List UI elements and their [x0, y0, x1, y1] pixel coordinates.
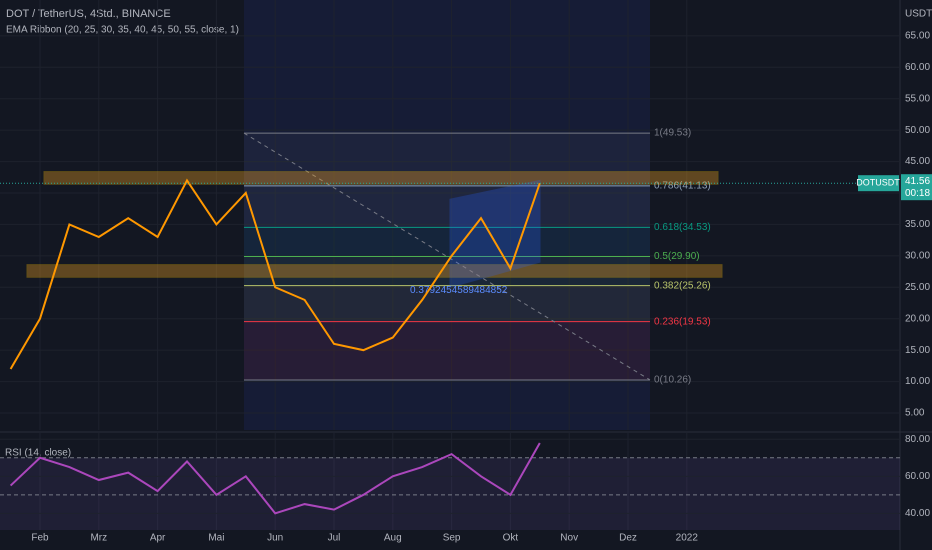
annotation: 0.3792454589484852	[410, 285, 508, 296]
x-tick-label: Jul	[328, 533, 341, 544]
y-tick-label: 10.00	[905, 376, 930, 387]
y-tick-label: 15.00	[905, 345, 930, 356]
fib-label: 0.786(41.13)	[654, 181, 711, 192]
y-tick-label: 30.00	[905, 251, 930, 262]
x-tick-label: Mai	[208, 533, 224, 544]
resistance-zone	[43, 171, 719, 185]
y-tick-label: 5.00	[905, 408, 925, 419]
y-tick-label: 65.00	[905, 30, 930, 41]
fib-label: 0.618(34.53)	[654, 222, 711, 233]
chart-title: DOT / TetherUS, 4Std., BINANCE	[6, 8, 171, 20]
fib-label: 1(49.53)	[654, 128, 691, 139]
y-tick-label: 40.00	[905, 508, 930, 519]
x-tick-label: Okt	[503, 533, 519, 544]
x-tick-label: 2022	[676, 533, 699, 544]
x-tick-label: Dez	[619, 533, 637, 544]
rsi-line	[9, 442, 541, 515]
fib-zone	[244, 133, 650, 186]
y-tick-label: 35.00	[905, 219, 930, 230]
fib-zone	[244, 227, 650, 257]
y-tick-label: 80.00	[905, 434, 930, 445]
y-tick-label: 25.00	[905, 282, 930, 293]
range-highlight	[244, 0, 650, 430]
x-tick-label: Sep	[443, 533, 461, 544]
x-tick-label: Feb	[31, 533, 49, 544]
rsi-title: RSI (14, close)	[5, 448, 71, 459]
y-tick-label: 60.00	[905, 62, 930, 73]
x-tick-label: Aug	[384, 533, 402, 544]
y-tick-label: 60.00	[905, 471, 930, 482]
fib-zone	[244, 321, 650, 380]
price-tag	[901, 174, 932, 201]
fib-label: 0.5(29.90)	[654, 251, 700, 262]
countdown: 00:18	[905, 188, 930, 199]
fib-label: 0.236(19.53)	[654, 316, 711, 327]
y-tick-label: 50.00	[905, 125, 930, 136]
y-tick-label: 45.00	[905, 156, 930, 167]
axis-unit: USDT	[905, 9, 932, 20]
y-tick-label: 20.00	[905, 313, 930, 324]
rsi-band	[0, 457, 900, 530]
price-tag-value: 41.56	[905, 176, 930, 187]
x-tick-label: Apr	[150, 533, 166, 544]
fib-zone	[244, 285, 650, 322]
x-tick-label: Nov	[560, 533, 578, 544]
symbol-tag	[858, 175, 899, 192]
x-tick-label: Mrz	[90, 533, 107, 544]
symbol-tag-label: DOTUSDT	[856, 178, 900, 188]
fib-label: 0(10.26)	[654, 375, 691, 386]
fib-label: 0.382(25.26)	[654, 280, 711, 291]
price-line	[9, 178, 541, 370]
support-zone	[26, 264, 723, 278]
x-tick-label: Jun	[267, 533, 283, 544]
y-tick-label: 55.00	[905, 93, 930, 104]
trend-line	[243, 132, 651, 381]
fib-zone	[244, 185, 650, 228]
indicator-title: EMA Ribbon (20, 25, 30, 35, 40, 45, 50, …	[6, 25, 239, 36]
